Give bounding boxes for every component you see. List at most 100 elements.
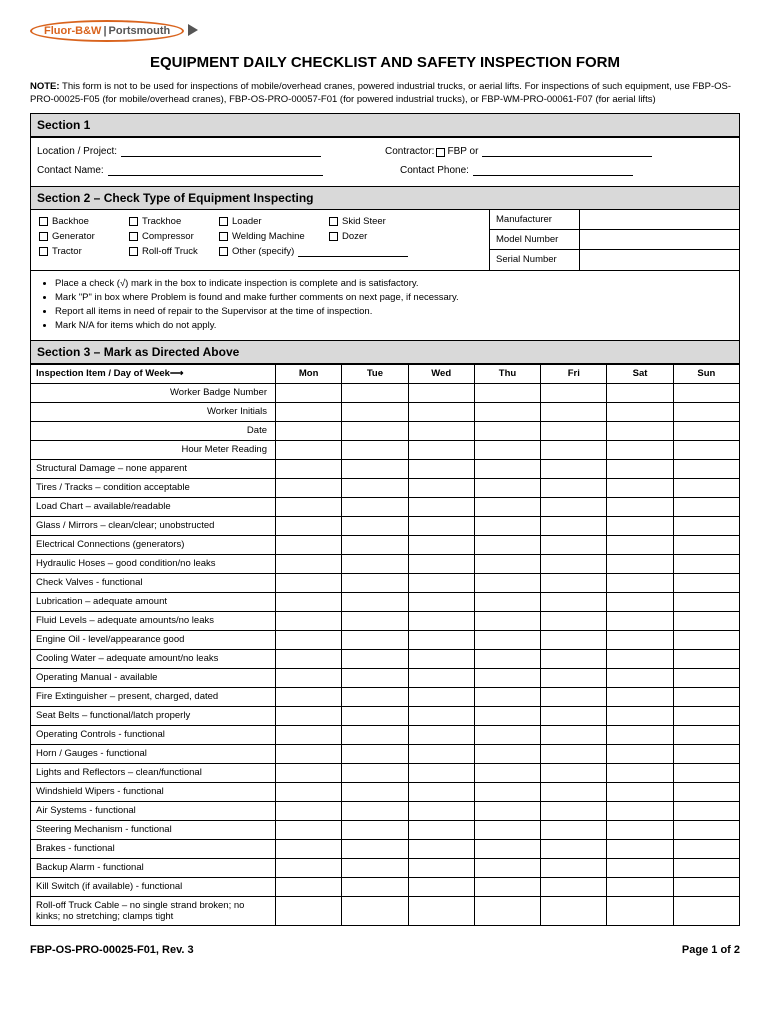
table-cell[interactable] bbox=[408, 459, 474, 478]
table-cell[interactable] bbox=[673, 383, 739, 402]
table-cell[interactable] bbox=[276, 725, 342, 744]
table-cell[interactable] bbox=[342, 535, 408, 554]
table-cell[interactable] bbox=[673, 668, 739, 687]
table-cell[interactable] bbox=[673, 649, 739, 668]
table-cell[interactable] bbox=[673, 725, 739, 744]
table-cell[interactable] bbox=[276, 421, 342, 440]
table-cell[interactable] bbox=[474, 554, 540, 573]
table-cell[interactable] bbox=[342, 383, 408, 402]
table-cell[interactable] bbox=[607, 706, 673, 725]
table-cell[interactable] bbox=[673, 440, 739, 459]
table-cell[interactable] bbox=[408, 497, 474, 516]
cb-other[interactable] bbox=[219, 247, 228, 256]
table-cell[interactable] bbox=[673, 421, 739, 440]
table-cell[interactable] bbox=[673, 554, 739, 573]
table-cell[interactable] bbox=[474, 402, 540, 421]
table-cell[interactable] bbox=[541, 630, 607, 649]
table-cell[interactable] bbox=[408, 763, 474, 782]
table-cell[interactable] bbox=[673, 459, 739, 478]
table-cell[interactable] bbox=[607, 744, 673, 763]
table-cell[interactable] bbox=[276, 630, 342, 649]
table-cell[interactable] bbox=[673, 839, 739, 858]
table-cell[interactable] bbox=[607, 687, 673, 706]
table-cell[interactable] bbox=[408, 877, 474, 896]
table-cell[interactable] bbox=[342, 573, 408, 592]
table-cell[interactable] bbox=[474, 668, 540, 687]
table-cell[interactable] bbox=[607, 611, 673, 630]
table-cell[interactable] bbox=[541, 611, 607, 630]
table-cell[interactable] bbox=[541, 573, 607, 592]
table-cell[interactable] bbox=[541, 801, 607, 820]
table-cell[interactable] bbox=[607, 421, 673, 440]
table-cell[interactable] bbox=[607, 478, 673, 497]
table-cell[interactable] bbox=[474, 782, 540, 801]
table-cell[interactable] bbox=[342, 801, 408, 820]
table-cell[interactable] bbox=[607, 839, 673, 858]
table-cell[interactable] bbox=[474, 858, 540, 877]
table-cell[interactable] bbox=[408, 801, 474, 820]
table-cell[interactable] bbox=[673, 877, 739, 896]
table-cell[interactable] bbox=[408, 706, 474, 725]
table-cell[interactable] bbox=[541, 497, 607, 516]
table-cell[interactable] bbox=[607, 896, 673, 925]
cb-rolloff[interactable] bbox=[129, 247, 138, 256]
table-cell[interactable] bbox=[474, 763, 540, 782]
table-cell[interactable] bbox=[673, 497, 739, 516]
table-cell[interactable] bbox=[276, 668, 342, 687]
table-cell[interactable] bbox=[276, 611, 342, 630]
table-cell[interactable] bbox=[673, 516, 739, 535]
table-cell[interactable] bbox=[474, 459, 540, 478]
table-cell[interactable] bbox=[673, 801, 739, 820]
table-cell[interactable] bbox=[474, 820, 540, 839]
table-cell[interactable] bbox=[276, 896, 342, 925]
table-cell[interactable] bbox=[673, 744, 739, 763]
table-cell[interactable] bbox=[276, 497, 342, 516]
table-cell[interactable] bbox=[541, 440, 607, 459]
table-cell[interactable] bbox=[474, 706, 540, 725]
table-cell[interactable] bbox=[408, 649, 474, 668]
table-cell[interactable] bbox=[408, 687, 474, 706]
table-cell[interactable] bbox=[276, 649, 342, 668]
other-specify-input[interactable] bbox=[298, 246, 408, 257]
table-cell[interactable] bbox=[408, 421, 474, 440]
table-cell[interactable] bbox=[276, 706, 342, 725]
table-cell[interactable] bbox=[276, 516, 342, 535]
table-cell[interactable] bbox=[607, 383, 673, 402]
table-cell[interactable] bbox=[342, 820, 408, 839]
table-cell[interactable] bbox=[342, 782, 408, 801]
table-cell[interactable] bbox=[276, 820, 342, 839]
table-cell[interactable] bbox=[673, 478, 739, 497]
table-cell[interactable] bbox=[276, 877, 342, 896]
table-cell[interactable] bbox=[673, 763, 739, 782]
table-cell[interactable] bbox=[541, 858, 607, 877]
table-cell[interactable] bbox=[342, 896, 408, 925]
table-cell[interactable] bbox=[607, 573, 673, 592]
table-cell[interactable] bbox=[474, 649, 540, 668]
table-cell[interactable] bbox=[342, 421, 408, 440]
table-cell[interactable] bbox=[673, 611, 739, 630]
table-cell[interactable] bbox=[342, 630, 408, 649]
table-cell[interactable] bbox=[474, 744, 540, 763]
table-cell[interactable] bbox=[408, 535, 474, 554]
cb-backhoe[interactable] bbox=[39, 217, 48, 226]
cb-welding[interactable] bbox=[219, 232, 228, 241]
table-cell[interactable] bbox=[607, 459, 673, 478]
table-cell[interactable] bbox=[276, 573, 342, 592]
table-cell[interactable] bbox=[673, 820, 739, 839]
table-cell[interactable] bbox=[673, 535, 739, 554]
table-cell[interactable] bbox=[607, 820, 673, 839]
table-cell[interactable] bbox=[342, 858, 408, 877]
table-cell[interactable] bbox=[607, 649, 673, 668]
table-cell[interactable] bbox=[342, 763, 408, 782]
table-cell[interactable] bbox=[673, 402, 739, 421]
table-cell[interactable] bbox=[408, 820, 474, 839]
table-cell[interactable] bbox=[474, 573, 540, 592]
cb-dozer[interactable] bbox=[329, 232, 338, 241]
table-cell[interactable] bbox=[607, 516, 673, 535]
table-cell[interactable] bbox=[474, 839, 540, 858]
table-cell[interactable] bbox=[541, 744, 607, 763]
table-cell[interactable] bbox=[474, 440, 540, 459]
table-cell[interactable] bbox=[276, 554, 342, 573]
table-cell[interactable] bbox=[673, 687, 739, 706]
table-cell[interactable] bbox=[342, 516, 408, 535]
